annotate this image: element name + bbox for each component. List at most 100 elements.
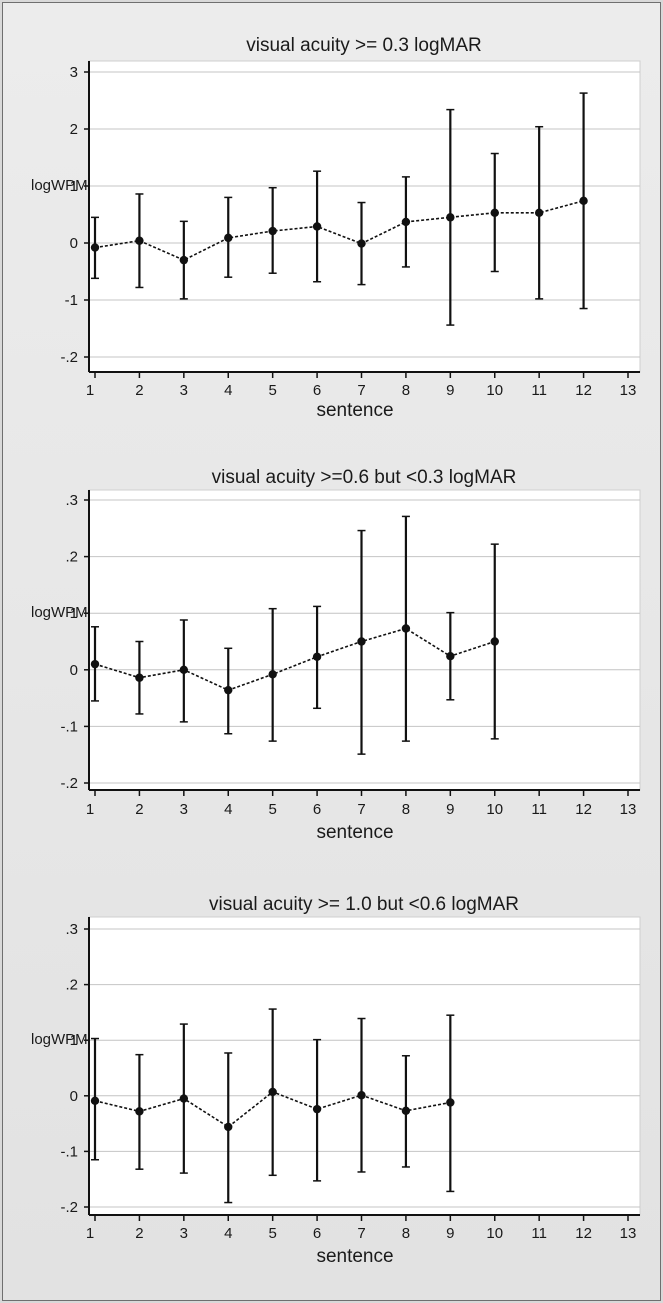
- x-tick-label: 12: [575, 1225, 592, 1242]
- data-point: [535, 209, 543, 217]
- data-point: [180, 256, 188, 264]
- x-tick-label: 5: [268, 382, 276, 399]
- data-point: [446, 1098, 454, 1106]
- x-tick-label: 2: [135, 1225, 143, 1242]
- data-point: [268, 227, 276, 235]
- data-point: [446, 213, 454, 221]
- y-axis-label: logWPM: [31, 177, 88, 194]
- x-tick-label: 10: [486, 801, 503, 818]
- data-point: [446, 652, 454, 660]
- x-tick-label: 13: [620, 1225, 637, 1242]
- x-axis-label: sentence: [316, 1246, 393, 1267]
- y-axis-label: logWPM: [31, 604, 88, 621]
- x-tick-label: 9: [446, 801, 454, 818]
- data-point: [135, 237, 143, 245]
- x-axis-label: sentence: [316, 822, 393, 843]
- data-point: [313, 222, 321, 230]
- x-tick-label: 1: [86, 801, 94, 818]
- x-tick-label: 7: [357, 382, 365, 399]
- y-tick-label: -.2: [60, 1199, 78, 1216]
- x-tick-label: 11: [531, 382, 547, 399]
- x-tick-label: 9: [446, 1225, 454, 1242]
- x-tick-label: 9: [446, 382, 454, 399]
- x-tick-label: 1: [86, 382, 94, 399]
- data-point: [491, 637, 499, 645]
- y-tick-label: 3: [70, 64, 78, 81]
- y-tick-label: -.2: [60, 349, 78, 366]
- y-tick-label: 2: [70, 121, 78, 138]
- y-tick-label: .2: [65, 549, 78, 566]
- data-point: [357, 239, 365, 247]
- x-tick-label: 3: [180, 801, 188, 818]
- chart-title: visual acuity >=0.6 but <0.3 logMAR: [212, 467, 517, 488]
- x-tick-label: 4: [224, 1225, 232, 1242]
- x-tick-label: 13: [620, 801, 637, 818]
- x-tick-label: 12: [575, 382, 592, 399]
- data-point: [268, 670, 276, 678]
- y-tick-label: 0: [70, 662, 78, 679]
- data-point: [313, 1105, 321, 1113]
- chart-title: visual acuity >= 0.3 logMAR: [246, 35, 482, 56]
- plot-area: [89, 917, 640, 1215]
- x-tick-label: 5: [268, 1225, 276, 1242]
- data-point: [91, 1097, 99, 1105]
- x-tick-label: 4: [224, 382, 232, 399]
- y-tick-label: -.2: [60, 775, 78, 792]
- data-point: [402, 624, 410, 632]
- y-tick-label: 0: [70, 1088, 78, 1105]
- data-point: [313, 653, 321, 661]
- x-tick-label: 4: [224, 801, 232, 818]
- x-tick-label: 6: [313, 801, 321, 818]
- x-tick-label: 11: [531, 801, 547, 818]
- data-point: [224, 1123, 232, 1131]
- x-tick-label: 2: [135, 801, 143, 818]
- y-tick-label: -.1: [60, 718, 78, 735]
- data-point: [357, 637, 365, 645]
- x-axis-label: sentence: [316, 400, 393, 421]
- x-tick-label: 5: [268, 801, 276, 818]
- data-point: [180, 1094, 188, 1102]
- x-tick-label: 11: [531, 1225, 547, 1242]
- data-point: [135, 1107, 143, 1115]
- x-tick-label: 13: [620, 382, 637, 399]
- x-tick-label: 3: [180, 382, 188, 399]
- y-tick-label: .2: [65, 977, 78, 994]
- x-tick-label: 2: [135, 382, 143, 399]
- chart-title: visual acuity >= 1.0 but <0.6 logMAR: [209, 894, 519, 915]
- x-tick-label: 8: [402, 801, 410, 818]
- data-point: [135, 674, 143, 682]
- x-tick-label: 6: [313, 1225, 321, 1242]
- data-point: [224, 686, 232, 694]
- y-tick-label: .3: [65, 492, 78, 509]
- data-point: [402, 1107, 410, 1115]
- data-point: [180, 666, 188, 674]
- data-point: [91, 660, 99, 668]
- data-point: [357, 1091, 365, 1099]
- x-tick-label: 3: [180, 1225, 188, 1242]
- plot-area: [89, 61, 640, 372]
- x-tick-label: 6: [313, 382, 321, 399]
- x-tick-label: 10: [486, 382, 503, 399]
- y-tick-label: -1: [65, 292, 78, 309]
- data-point: [268, 1088, 276, 1096]
- y-tick-label: 0: [70, 235, 78, 252]
- y-tick-label: -.1: [60, 1143, 78, 1160]
- x-tick-label: 12: [575, 801, 592, 818]
- data-point: [579, 197, 587, 205]
- x-tick-label: 1: [86, 1225, 94, 1242]
- data-point: [402, 218, 410, 226]
- y-tick-label: .3: [65, 921, 78, 938]
- data-point: [491, 209, 499, 217]
- x-tick-label: 7: [357, 801, 365, 818]
- y-axis-label: logWPM: [31, 1031, 88, 1048]
- x-tick-label: 7: [357, 1225, 365, 1242]
- data-point: [91, 243, 99, 251]
- x-tick-label: 10: [486, 1225, 503, 1242]
- data-point: [224, 234, 232, 242]
- x-tick-label: 8: [402, 382, 410, 399]
- x-tick-label: 8: [402, 1225, 410, 1242]
